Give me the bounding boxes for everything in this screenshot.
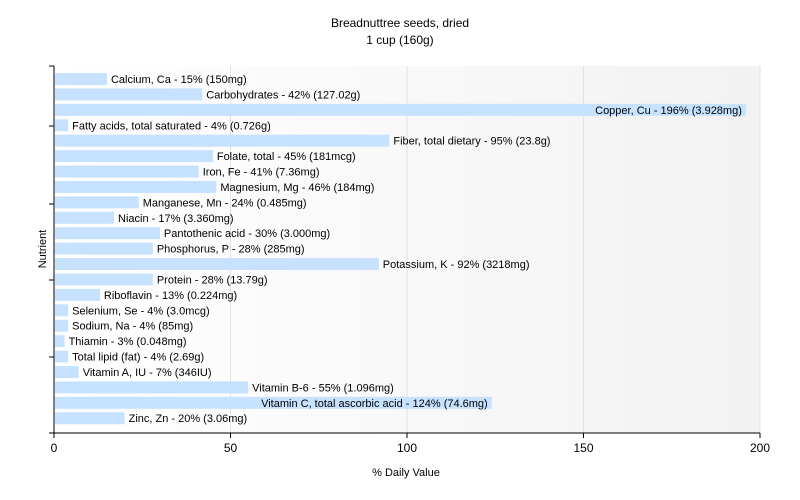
bar-label: Manganese, Mn - 24% (0.485mg) <box>143 197 307 209</box>
y-axis-label: Nutrient <box>37 230 49 269</box>
bar-label: Thiamin - 3% (0.048mg) <box>69 336 187 348</box>
x-tick-label: 150 <box>573 441 593 455</box>
bar-label: Vitamin A, IU - 7% (346IU) <box>83 367 212 379</box>
axes: 0 50 100 150 200 <box>49 65 770 455</box>
bar <box>55 73 107 85</box>
bar <box>55 134 390 147</box>
bar-label: Vitamin C, total ascorbic acid - 124% (7… <box>261 398 488 410</box>
bar-label: Riboflavin - 13% (0.224mg) <box>104 290 237 302</box>
bar-label: Potassium, K - 92% (3218mg) <box>383 259 530 271</box>
bar-label: Protein - 28% (13.79g) <box>157 274 268 286</box>
bar <box>55 88 203 101</box>
bar <box>55 365 79 378</box>
bar <box>55 288 100 301</box>
bar <box>55 319 69 332</box>
chart-title: Breadnuttree seeds, dried <box>331 16 469 30</box>
bar-label: Fatty acids, total saturated - 4% (0.726… <box>72 120 271 132</box>
x-tick-label: 50 <box>224 441 238 455</box>
bar-label: Sodium, Na - 4% (85mg) <box>72 321 193 333</box>
bar <box>55 381 249 394</box>
bar-label: Phosphorus, P - 28% (285mg) <box>157 244 305 256</box>
bar <box>55 350 69 363</box>
bar-label: Carbohydrates - 42% (127.02g) <box>206 89 360 101</box>
bar-label: Fiber, total dietary - 95% (23.8g) <box>393 136 550 148</box>
bar <box>55 165 199 178</box>
bar <box>55 304 69 317</box>
bars <box>55 73 746 425</box>
bar <box>55 196 139 209</box>
x-axis-label: % Daily Value <box>372 467 440 479</box>
bar-label: Pantothenic acid - 30% (3.000mg) <box>164 228 330 240</box>
bar-label: Calcium, Ca - 15% (150mg) <box>111 74 247 86</box>
bar <box>55 273 153 286</box>
bar-label: Zinc, Zn - 20% (3.06mg) <box>129 413 248 425</box>
bar <box>55 396 492 409</box>
bar-label: Total lipid (fat) - 4% (2.69g) <box>72 352 204 364</box>
bar <box>55 103 746 116</box>
bar-label: Iron, Fe - 41% (7.36mg) <box>203 167 320 179</box>
bar <box>55 180 217 193</box>
bar <box>55 227 160 240</box>
bar-label: Vitamin B-6 - 55% (1.096mg) <box>252 382 394 394</box>
grid-lines <box>230 66 761 433</box>
x-tick-label: 100 <box>397 441 417 455</box>
bar-label: Magnesium, Mg - 46% (184mg) <box>220 182 374 194</box>
bar <box>55 119 69 132</box>
bar <box>55 150 213 163</box>
bar <box>55 412 125 425</box>
bar <box>55 242 153 255</box>
bar <box>55 211 115 224</box>
chart-subtitle: 1 cup (160g) <box>366 33 433 47</box>
bar-label: Selenium, Se - 4% (3.0mcg) <box>72 305 210 317</box>
bar <box>55 258 379 271</box>
bar-label: Folate, total - 45% (181mcg) <box>217 151 356 163</box>
bar-labels: Calcium, Ca - 15% (150mg) Carbohydrates -… <box>69 74 742 425</box>
bar-label: Copper, Cu - 196% (3.928mg) <box>595 105 742 117</box>
x-tick-label: 200 <box>750 441 770 455</box>
bar-label: Niacin - 17% (3.360mg) <box>118 213 234 225</box>
x-tick-label: 0 <box>51 441 58 455</box>
bar <box>55 335 65 348</box>
